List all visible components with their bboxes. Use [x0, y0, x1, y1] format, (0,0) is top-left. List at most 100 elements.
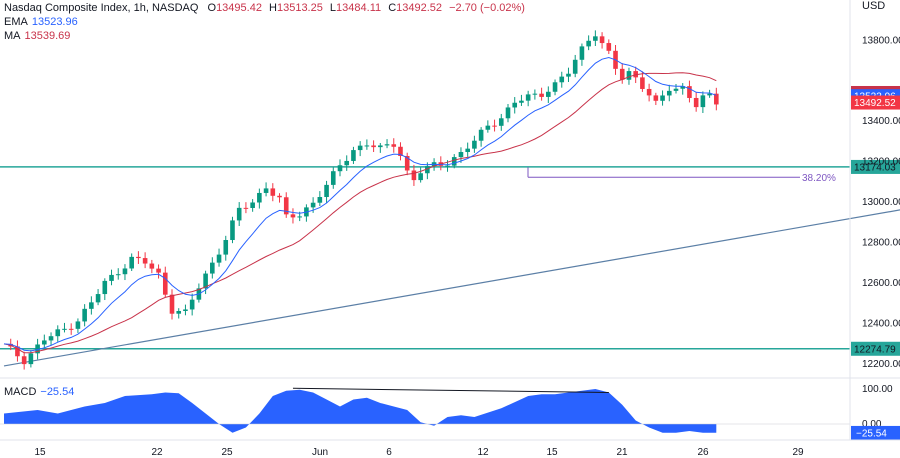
macd-tick-label: 100.00	[862, 384, 893, 395]
candle-body	[425, 166, 430, 174]
rising-trendline	[3, 209, 900, 367]
candle-body	[693, 97, 699, 108]
time-tick-label: 12	[477, 447, 489, 458]
price-tick-label: 13200.00	[862, 157, 900, 168]
low-label: L	[329, 2, 337, 14]
price-tick-label: 13400.00	[862, 116, 900, 127]
candle-body	[532, 93, 538, 95]
candle-body	[525, 94, 531, 101]
candle-body	[472, 140, 477, 149]
candle-body	[391, 144, 397, 147]
divergence-line	[292, 387, 609, 393]
price-tick-label: 12600.00	[862, 278, 900, 289]
candle-body	[62, 328, 67, 330]
macd-tick-label: 0.00	[862, 419, 882, 430]
candle-body	[283, 197, 289, 215]
candle-body	[156, 268, 161, 273]
candle-body	[539, 93, 544, 97]
candle-body	[572, 59, 578, 74]
candle-body	[136, 256, 141, 259]
candle-body	[398, 146, 403, 156]
candle-body	[378, 145, 383, 148]
candle-body	[189, 299, 195, 310]
candle-body	[203, 273, 208, 289]
candle-body	[512, 102, 518, 108]
candle-body	[89, 302, 94, 309]
candle-body	[243, 207, 249, 209]
candle-body	[115, 274, 121, 276]
chart-title: Nasdaq Composite Index, 1h, NASDAQ	[4, 2, 199, 14]
candle-body	[351, 150, 356, 161]
candle-body	[619, 68, 625, 80]
candle-body	[384, 144, 390, 146]
price-tick-label: 12800.00	[862, 238, 900, 249]
time-tick-label: 29	[792, 447, 804, 458]
candle-body	[411, 170, 417, 181]
candle-body	[75, 321, 81, 329]
candle-body	[458, 152, 464, 158]
macd-legend: MACD −25.54	[4, 386, 74, 398]
candle-body	[28, 353, 34, 365]
candle-body	[21, 356, 27, 365]
candle-body	[646, 88, 652, 96]
price-tick-label: 13800.00	[862, 35, 900, 46]
candle-body	[666, 90, 672, 96]
candle-body	[270, 188, 276, 196]
candle-body	[566, 73, 571, 77]
candle-body	[277, 195, 282, 198]
candle-body	[35, 344, 40, 354]
candle-body	[176, 310, 182, 314]
candle-body	[42, 340, 47, 345]
candle-body	[310, 202, 316, 208]
candle-body	[626, 71, 632, 80]
candle-body	[149, 263, 155, 269]
candle-body	[680, 86, 686, 89]
candle-body	[236, 207, 242, 221]
candles	[8, 30, 719, 370]
candle-body	[606, 43, 612, 51]
candle-body	[357, 145, 363, 151]
time-tick-label: 21	[616, 447, 628, 458]
ema-legend: EMA 13523.96	[4, 16, 78, 28]
candle-body	[129, 256, 134, 269]
candle-body	[707, 93, 712, 96]
candle-body	[15, 346, 20, 357]
candle-body	[492, 125, 497, 127]
candle-body	[714, 93, 719, 105]
high-value: 13513.25	[276, 2, 323, 14]
candle-body	[109, 274, 114, 281]
change-value: −2.70 (−0.02%)	[449, 2, 525, 14]
open-label: O	[207, 2, 217, 14]
ema-value: 13523.96	[31, 16, 78, 28]
candle-body	[48, 336, 54, 341]
candle-body	[673, 88, 679, 91]
candle-body	[700, 95, 706, 108]
time-tick-label: Jun	[312, 447, 328, 458]
trendline	[3, 209, 900, 367]
candle-body	[55, 329, 61, 337]
price-tag-label: 13492.52	[854, 98, 896, 109]
candle-body	[162, 272, 168, 295]
candle-body	[559, 76, 565, 83]
level-price-label: 12274.79	[854, 344, 896, 355]
low-value: 13484.11	[336, 2, 382, 14]
candle-body	[485, 125, 491, 130]
candle-body	[324, 184, 329, 198]
ma-line	[3, 72, 717, 354]
price-axis: 12200.00 12400.00 12600.00 12800.00 13000.00…	[0, 0, 900, 441]
chart-legend-main: Nasdaq Composite Index, 1h, NASDAQ O 1349…	[4, 2, 525, 14]
candle-body	[223, 240, 229, 255]
candle-body	[445, 165, 450, 167]
time-axis: 15 22 25 Jun 6 12 15 21 26 29	[34, 447, 804, 458]
level-price-label: 13174.03	[854, 162, 896, 173]
horizontal-levels: 13174.03 12274.79	[0, 159, 900, 356]
close-value: 13492.52	[396, 2, 443, 14]
macd-price-tag	[851, 425, 900, 440]
macd-pane: 100.000.00−25.54	[0, 384, 900, 440]
candle-body	[250, 202, 255, 208]
candle-body	[451, 157, 457, 166]
candle-body	[297, 216, 302, 218]
candle-body	[552, 82, 558, 92]
candle-body	[68, 328, 74, 330]
